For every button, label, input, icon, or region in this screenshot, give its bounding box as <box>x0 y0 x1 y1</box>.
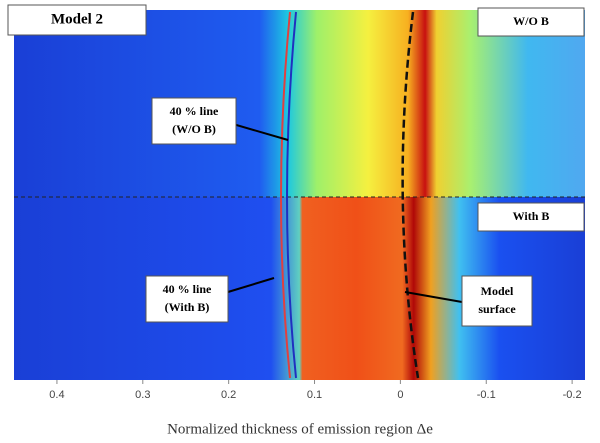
annotation-box <box>461 275 533 327</box>
line-40-blue <box>286 11 297 379</box>
x-tick-label: 0.4 <box>49 389 64 401</box>
annotation: (With B) <box>165 300 210 314</box>
arrow <box>227 277 275 293</box>
panel-label: With B <box>513 209 550 223</box>
annotation-box <box>145 275 229 323</box>
annotation: surface <box>478 302 516 316</box>
label-box <box>477 202 585 232</box>
heatmap-top <box>14 10 585 197</box>
x-tick-label: 0.2 <box>221 389 236 401</box>
x-tick-label: 0 <box>397 389 403 401</box>
x-tick-label: 0.3 <box>135 389 150 401</box>
line-40-red <box>280 11 291 379</box>
title: Model 2 <box>51 11 103 27</box>
label-box <box>477 7 585 37</box>
panel-label: W/O B <box>513 14 549 28</box>
x-tick-label: -0.1 <box>477 389 496 401</box>
annotation: Model <box>481 284 514 298</box>
title-box <box>7 4 147 36</box>
annotation: 40 % line <box>170 104 219 118</box>
annotation-box <box>151 97 237 145</box>
arrow <box>404 291 463 303</box>
x-tick-label: -0.2 <box>563 389 582 401</box>
x-axis-label: Normalized thickness of emission region … <box>167 421 433 437</box>
annotation: 40 % line <box>163 282 212 296</box>
x-tick-label: 0.1 <box>307 389 322 401</box>
model-surface <box>401 11 420 379</box>
annotation: (W/O B) <box>172 122 216 136</box>
